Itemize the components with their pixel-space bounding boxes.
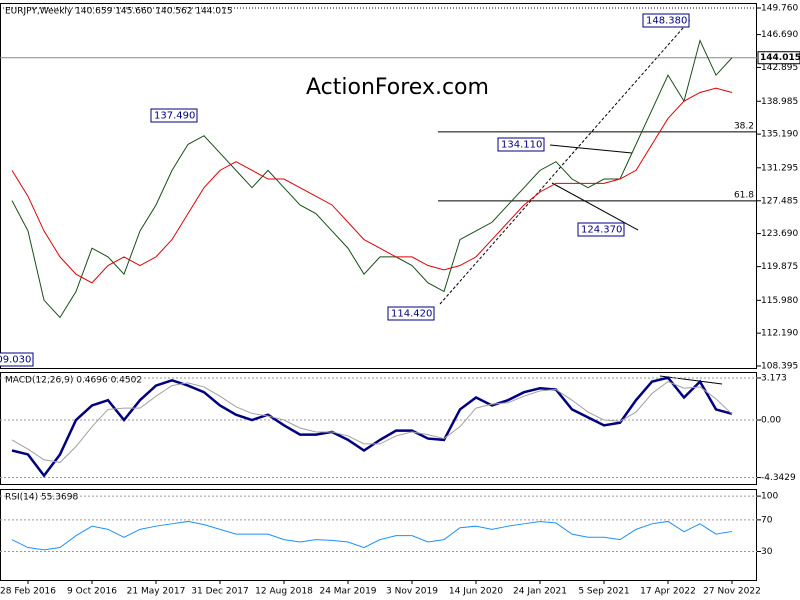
y-tick-label: 112.190	[761, 329, 798, 339]
y-tick-label: 100	[761, 492, 778, 502]
annotation-box	[387, 306, 435, 321]
pane-title: RSI(14) 55.3698	[5, 493, 78, 503]
series-line	[11, 87, 733, 284]
y-tick-label: -4.3429	[761, 473, 796, 483]
x-tick-label: 14 Jun 2020	[449, 587, 503, 597]
x-tick-label: 5 Sep 2021	[578, 587, 629, 597]
y-tick-label: 123.690	[761, 229, 798, 239]
trend-line	[659, 375, 723, 385]
x-tick-label: 17 Apr 2022	[640, 587, 696, 597]
y-tick-label: 3.173	[761, 374, 787, 384]
y-tick-label: 135.190	[761, 130, 798, 140]
annotation: 134.110	[501, 140, 542, 151]
y-tick-label: 146.690	[761, 30, 798, 40]
pane-frame	[0, 3, 757, 369]
trend-line	[551, 182, 639, 231]
last-price-box	[757, 51, 800, 65]
x-tick-label: 28 Feb 2016	[0, 587, 56, 597]
last-price-label: 144.015	[760, 53, 800, 63]
series-line	[11, 376, 733, 478]
y-tick-label: 142.895	[761, 63, 798, 73]
x-tick-label: 27 Nov 2022	[703, 587, 761, 597]
y-tick-label: 127.485	[761, 196, 798, 206]
x-tick-label: 21 May 2017	[127, 587, 186, 597]
pane-title: EURJPY,Weekly 140.659 145.660 140.562 14…	[5, 7, 233, 17]
y-tick-label: 30	[761, 547, 773, 557]
series-line	[11, 520, 733, 551]
y-tick-label: 115.980	[761, 296, 798, 306]
x-tick-label: 24 Jan 2021	[513, 587, 567, 597]
x-tick-label: 12 Aug 2018	[255, 587, 313, 597]
pane-frame	[0, 372, 757, 485]
series-line	[11, 39, 733, 319]
pane-title: MACD(12,26,9) 0.4696 0.4502	[5, 376, 142, 386]
annotation: 109.030	[0, 355, 31, 366]
y-tick-label: 70	[761, 515, 773, 525]
annotation: 137.490	[154, 111, 195, 122]
trend-line	[549, 144, 633, 154]
annotation: 148.380	[646, 16, 687, 27]
series-line	[11, 381, 733, 463]
fib-label: 38.2	[734, 121, 754, 131]
annotation-box	[497, 137, 545, 152]
y-tick-label: 0.00	[761, 416, 781, 426]
fib-label: 61.8	[734, 190, 754, 200]
annotation-box	[0, 352, 34, 367]
annotation-box	[642, 13, 690, 28]
x-tick-label: 9 Oct 2016	[67, 587, 117, 597]
trend-line	[439, 19, 691, 305]
annotation-box	[150, 108, 198, 123]
x-tick-label: 24 Mar 2019	[319, 587, 376, 597]
y-tick-label: 108.395	[761, 361, 798, 371]
y-tick-label: 138.985	[761, 97, 798, 107]
y-tick-label: 149.760	[761, 4, 798, 14]
pane-frame	[0, 489, 757, 581]
annotation: 114.420	[391, 309, 432, 320]
x-tick-label: 3 Nov 2019	[386, 587, 438, 597]
watermark: ActionForex.com	[306, 75, 489, 100]
annotation-box	[577, 222, 625, 237]
y-tick-label: 119.875	[761, 262, 798, 272]
x-tick-label: 31 Dec 2017	[191, 587, 249, 597]
annotation: 124.370	[581, 225, 622, 236]
y-tick-label: 131.295	[761, 163, 798, 173]
